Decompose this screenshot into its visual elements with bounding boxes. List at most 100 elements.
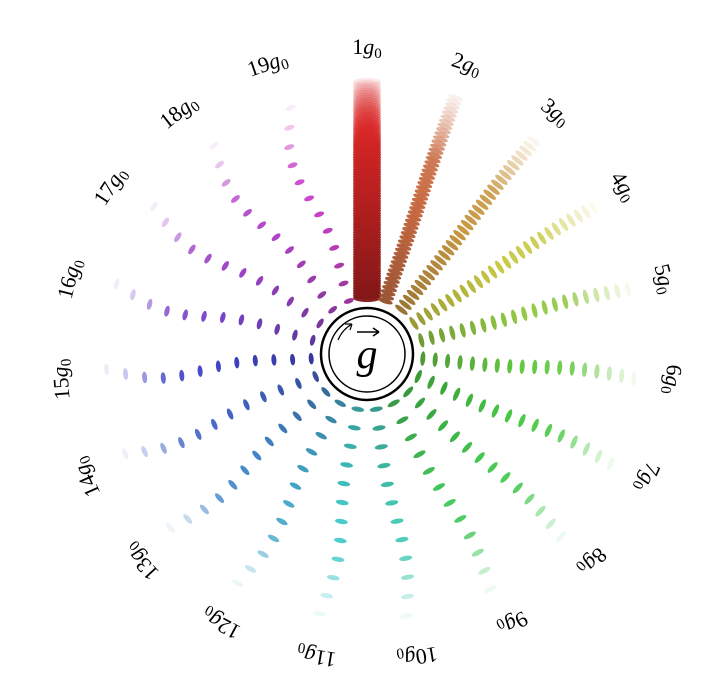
spoke-dot [431, 139, 447, 147]
spoke-dot [432, 483, 446, 491]
spoke-label: 6g0 [657, 363, 687, 395]
spoke-dot [382, 285, 397, 293]
spoke-label: 15g0 [46, 358, 77, 401]
spoke-dot [289, 482, 302, 490]
spoke-dot [478, 399, 486, 413]
spoke-dot [353, 92, 381, 101]
spoke-dot [468, 209, 481, 221]
spoke-dot [160, 372, 166, 384]
spoke-dot [396, 243, 412, 251]
spoke-dot [463, 531, 476, 540]
spoke-dot [276, 517, 288, 526]
vector-arrow [357, 327, 380, 337]
spoke-dot [292, 411, 302, 421]
spoke-label: 16g0 [52, 256, 89, 302]
spoke-dot [240, 465, 250, 476]
spoke-dot [353, 87, 381, 96]
spoke-dot [438, 327, 446, 343]
spoke-dot [343, 298, 354, 304]
spoke-dot [334, 537, 347, 544]
spoke-dot [422, 467, 435, 475]
spoke-dot [449, 325, 456, 341]
spoke-dot [264, 436, 274, 447]
unit-subscript: 0 [652, 285, 669, 296]
spoke-dot [459, 284, 469, 298]
spoke-dot [631, 371, 637, 386]
spoke-dot [487, 265, 498, 279]
spoke-dot [239, 268, 247, 278]
spoke-dot [614, 284, 621, 299]
spoke-dot [474, 452, 485, 463]
spoke-dot [557, 360, 563, 375]
spoke-dot [491, 179, 504, 190]
spoke-dot [430, 143, 445, 151]
spoke-dot [557, 429, 565, 443]
spoke-dot [104, 363, 110, 376]
spoke-dot [545, 518, 556, 530]
spoke-dot [494, 260, 505, 274]
spoke-dot [544, 360, 550, 375]
spoke-dot [438, 298, 448, 312]
spoke-dot [199, 504, 209, 515]
spoke-dot [377, 463, 391, 469]
spoke-dot [335, 518, 348, 525]
spoke-dot [413, 193, 429, 201]
center-emblem: g [319, 306, 415, 402]
spoke-dot [312, 611, 326, 617]
spoke-label: 14g0 [66, 453, 108, 501]
spoke-label: 9g0 [493, 604, 532, 643]
spoke-dot [524, 493, 535, 505]
spoke-dot [624, 282, 632, 297]
spoke-dot [400, 613, 414, 619]
spoke-dot [438, 250, 451, 261]
spoke-dot [512, 482, 523, 494]
spoke-dot [444, 102, 460, 110]
spoke-dot [165, 523, 175, 533]
spoke-dot [551, 297, 558, 312]
spoke-dot [197, 365, 203, 377]
spoke [420, 351, 637, 386]
spoke-dot [603, 285, 610, 301]
spoke-dot [404, 433, 417, 442]
spoke-dot [252, 354, 258, 367]
spoke-dot [420, 351, 426, 366]
spoke-dot [428, 330, 435, 345]
spoke-dot [307, 399, 317, 410]
spoke-dot [395, 304, 408, 315]
spoke-dot [475, 199, 489, 210]
spoke-dot [321, 387, 331, 397]
unit-symbol: g [660, 375, 686, 388]
spoke-dot [141, 446, 148, 458]
spoke-dot [423, 307, 433, 321]
spoke-label: 19g0 [244, 45, 291, 85]
spoke-dot [372, 425, 386, 431]
spoke-dot [572, 291, 579, 307]
spoke-dot [425, 156, 441, 164]
spoke-dot [417, 181, 433, 189]
multiple: 15 [48, 377, 75, 401]
spoke-dot [337, 480, 351, 487]
spoke-dot [531, 303, 538, 318]
unit-subscript: 0 [657, 385, 674, 394]
spoke-dot [396, 416, 409, 425]
spoke-dot [150, 201, 158, 212]
multiple: 1 [352, 34, 363, 59]
spoke-dot [295, 378, 302, 389]
spoke-dot [581, 205, 591, 219]
spoke-dot [284, 124, 295, 131]
spoke-dot [338, 280, 349, 287]
spoke-dot [459, 323, 466, 338]
spoke-dot [465, 393, 474, 407]
spoke-dot [255, 275, 264, 286]
spoke-dot [226, 408, 234, 420]
spoke-dot [404, 218, 420, 226]
spoke-label: 4g0 [603, 167, 643, 207]
spoke-label: 17g0 [88, 162, 134, 211]
spoke-dot [278, 423, 288, 434]
spoke-dot [296, 260, 306, 269]
spoke-dot [424, 160, 440, 168]
spoke-dot [443, 106, 459, 114]
spoke-dot [204, 253, 212, 264]
spoke-label: 11g0 [295, 639, 339, 673]
spoke-dot [329, 244, 340, 251]
